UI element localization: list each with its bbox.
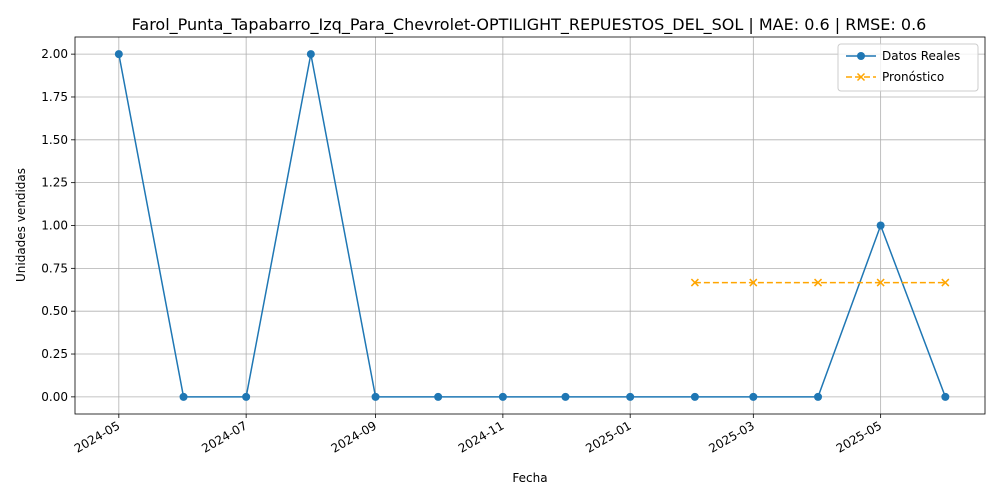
x-axis-label: Fecha [512, 471, 547, 485]
forecast-point [876, 278, 885, 287]
grid-lines [75, 37, 985, 414]
data-point [434, 392, 443, 401]
x-tick-label: 2024-07 [199, 418, 249, 455]
x-tick-label: 2024-05 [72, 418, 122, 455]
data-point [626, 392, 635, 401]
legend-label: Datos Reales [882, 49, 960, 63]
y-axis-label: Unidades vendidas [14, 168, 28, 282]
series-line-0 [118, 53, 947, 398]
data-point [179, 392, 188, 401]
data-point [876, 221, 885, 230]
data-point [814, 392, 823, 401]
data-point [941, 392, 950, 401]
data-point [561, 392, 570, 401]
y-tick-label: 0.75 [41, 261, 68, 275]
legend: Datos Reales Pronóstico [837, 43, 979, 92]
data-point [242, 392, 251, 401]
chart-title: Farol_Punta_Tapabarro_Izq_Para_Chevrolet… [132, 15, 927, 35]
y-tick-label: 0.25 [41, 347, 68, 361]
y-tick-label: 0.00 [41, 390, 68, 404]
x-tick-label: 2024-09 [329, 418, 379, 455]
x-tick-label: 2025-01 [583, 418, 633, 455]
series-group [114, 50, 950, 401]
y-tick-label: 1.75 [41, 90, 68, 104]
data-point [114, 50, 123, 59]
data-point [690, 392, 699, 401]
data-point [306, 50, 315, 59]
data-point [498, 392, 507, 401]
forecast-point [941, 278, 950, 287]
x-tick-label: 2024-11 [456, 418, 506, 455]
data-point [371, 392, 380, 401]
forecast-point [813, 278, 823, 287]
y-tick-label: 1.50 [41, 133, 68, 147]
data-point [749, 392, 758, 401]
x-tick-label: 2025-03 [706, 418, 756, 455]
legend-marker [857, 52, 865, 60]
forecast-point [749, 278, 758, 287]
y-tick-label: 1.25 [41, 176, 68, 190]
y-tick-label: 1.00 [41, 219, 68, 233]
axis-ticks: 0.00 0.25 0.50 0.75 1.00 1.25 1.50 1.75 2.00 2024… [41, 47, 884, 456]
y-tick-label: 0.50 [41, 304, 68, 318]
x-tick-label: 2025-05 [834, 418, 884, 455]
y-tick-label: 2.00 [41, 47, 68, 61]
plot-area-frame [74, 36, 986, 415]
legend-marker [856, 72, 866, 82]
forecast-point [690, 278, 699, 287]
legend-label: Pronóstico [882, 70, 944, 84]
